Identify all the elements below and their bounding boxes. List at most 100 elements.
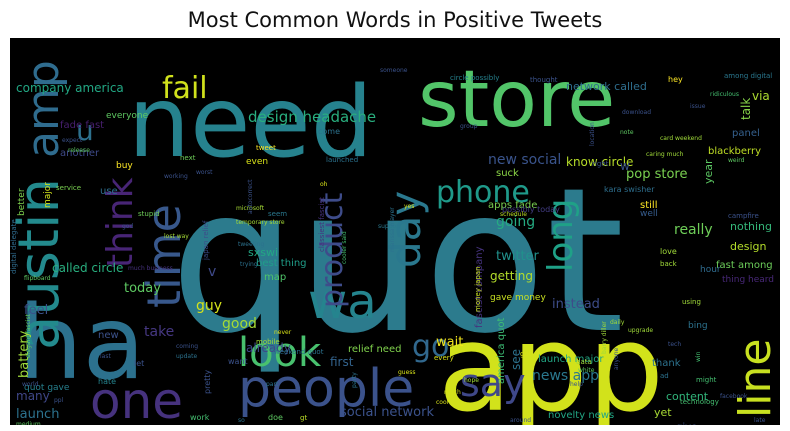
word-talk: talk xyxy=(739,98,753,120)
wordcloud-canvas: quot app need store ha austin amp people one wa lo… xyxy=(10,38,780,425)
word-bing: bing xyxy=(688,321,708,331)
word-around: around xyxy=(510,417,531,424)
word-update: update xyxy=(176,353,197,360)
word-service: service xyxy=(56,184,81,192)
word-wait: wait xyxy=(436,335,463,350)
word-love: love xyxy=(660,247,677,256)
word-seem: seem xyxy=(268,210,287,218)
word-quot: quot xyxy=(170,145,625,378)
word-launched: launched xyxy=(326,156,358,164)
word-schedule: schedule xyxy=(500,211,527,218)
word-white: white xyxy=(578,367,595,374)
word-every: every xyxy=(434,354,454,362)
word-upgrade: upgrade xyxy=(628,327,653,334)
word-w: w xyxy=(620,159,630,173)
word-use: use xyxy=(100,186,118,197)
word-kara-swisher: kara swisher xyxy=(604,185,655,194)
word-company-america: company america xyxy=(16,81,124,95)
word-oh: oh xyxy=(320,181,328,188)
word-panel: panel xyxy=(732,128,760,139)
word-hate: hate xyxy=(98,377,116,386)
word-caring-much: caring much xyxy=(646,151,684,158)
word-new-social: new social xyxy=(488,152,561,168)
word-among-digital: among digital xyxy=(724,72,772,80)
word-news-app: news app xyxy=(532,368,599,384)
word-come: come xyxy=(318,127,340,136)
word-major: major xyxy=(43,182,53,208)
word-fascist-company: fascist company xyxy=(474,246,485,328)
word-austin: austin xyxy=(10,178,72,350)
word-go: go xyxy=(412,329,449,364)
word-gave-money: gave money xyxy=(490,293,546,303)
word-facebook: facebook xyxy=(720,393,748,400)
word-group: group xyxy=(460,123,478,130)
word-download: download xyxy=(622,109,651,116)
word-well: well xyxy=(640,209,658,219)
word-medium: medium xyxy=(16,421,41,425)
word-hour: hour xyxy=(700,265,721,275)
word-content: content xyxy=(666,390,709,403)
word-japan-relief: japan relief xyxy=(202,220,210,261)
word-already: already xyxy=(246,341,291,355)
word-flipboard: flipboard xyxy=(24,275,51,282)
word-battery: battery xyxy=(17,330,32,378)
word-possibly-today: possibly today xyxy=(502,205,560,214)
word-know-circle: know circle xyxy=(566,155,633,169)
word-good: good xyxy=(222,316,257,332)
word-day: day xyxy=(381,191,430,268)
word-autocorrect: autocorrect xyxy=(247,179,254,214)
word-hope: hope xyxy=(464,377,479,384)
word-last: last xyxy=(100,353,111,360)
word-back: back xyxy=(660,260,678,268)
word-called-circle: called circle xyxy=(52,261,123,275)
word-suck: suck xyxy=(496,168,519,179)
word-another: another xyxy=(60,148,100,159)
word-design-headache: design headache xyxy=(248,108,376,126)
word-support: support xyxy=(378,223,402,230)
word-money-japan: money japan xyxy=(474,266,482,312)
word-launch-major: launch major xyxy=(538,354,604,365)
word-store: store xyxy=(418,55,615,145)
word-time: time xyxy=(137,204,191,308)
word-still: still xyxy=(640,200,657,211)
wordcloud-background xyxy=(10,38,780,425)
word-everyone: everyone xyxy=(106,111,149,121)
word-digital-delegate: digital delegate xyxy=(10,219,18,274)
word-let: let xyxy=(134,359,144,368)
word-worst: worst xyxy=(196,169,213,176)
word-fail: fail xyxy=(162,71,208,106)
word-thing-heard: thing heard xyxy=(722,275,774,285)
word-see: see xyxy=(509,349,523,370)
word-cooler-said: cooler said xyxy=(341,231,348,264)
word-location: location xyxy=(589,122,596,146)
word-instead: instead xyxy=(552,297,600,312)
word-guy: guy xyxy=(196,298,222,314)
word-launch: launch xyxy=(16,407,59,422)
word-america-quot: america quot xyxy=(496,317,507,384)
word-give: give xyxy=(676,422,697,425)
word-help: help xyxy=(570,381,583,388)
word-via: via xyxy=(752,89,770,103)
word-guess: guess xyxy=(398,369,416,376)
word-tweet: tweet xyxy=(256,144,276,152)
word-network-called: network called xyxy=(566,80,647,93)
word-temporary-store: temporary store xyxy=(236,219,285,226)
word-circle-possibly: circle possibly xyxy=(450,74,499,82)
word-so: so xyxy=(238,417,245,424)
word-tech: tech xyxy=(668,341,681,348)
word-stupid: stupid xyxy=(138,210,160,218)
word-amp: amp xyxy=(18,60,69,158)
word-nothing: nothing xyxy=(730,220,772,233)
word-marissa-mayer: marissa mayer xyxy=(389,207,396,252)
word-sxswi: sxswi xyxy=(248,246,278,259)
word-elegant-fascist: elegant fascist xyxy=(25,313,32,358)
word-first: first xyxy=(330,355,354,369)
word-mobile: mobile xyxy=(256,338,280,346)
word-need: need xyxy=(128,66,373,180)
word-v: v xyxy=(208,264,216,280)
word-people: people xyxy=(238,359,414,419)
word-weekend-quot: weekend quot xyxy=(274,348,324,356)
word-buy: buy xyxy=(116,161,133,171)
